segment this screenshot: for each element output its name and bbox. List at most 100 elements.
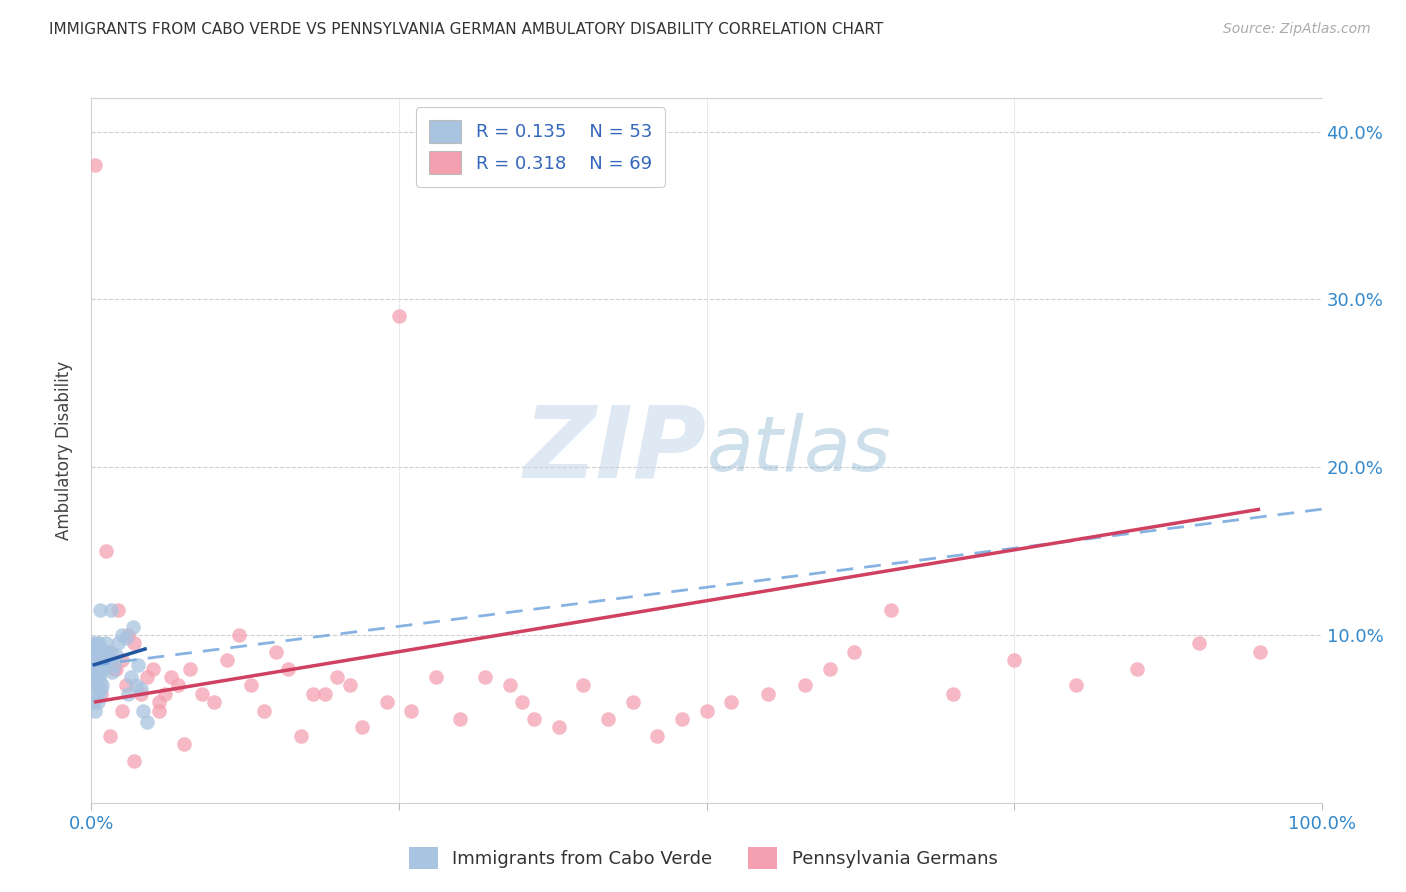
Point	[105, 648, 127, 662]
Point	[645, 729, 669, 743]
Point	[215, 653, 238, 667]
Point	[87, 636, 110, 650]
Point	[84, 704, 107, 718]
Point	[114, 678, 138, 692]
Point	[1126, 662, 1149, 676]
Legend: R = 0.135    N = 53, R = 0.318    N = 69: R = 0.135 N = 53, R = 0.318 N = 69	[416, 107, 665, 187]
Point	[135, 715, 157, 730]
Point	[142, 662, 165, 676]
Point	[596, 712, 619, 726]
Point	[83, 695, 105, 709]
Point	[91, 678, 114, 692]
Point	[93, 648, 115, 662]
Text: atlas: atlas	[706, 414, 891, 487]
Point	[314, 687, 336, 701]
Point	[103, 662, 125, 676]
Point	[425, 670, 447, 684]
Point	[124, 754, 146, 768]
Point	[83, 636, 105, 650]
Point	[86, 648, 108, 662]
Point	[96, 648, 118, 662]
Point	[498, 678, 520, 692]
Point	[90, 681, 112, 696]
Point	[83, 648, 105, 662]
Point	[83, 670, 105, 684]
Point	[90, 648, 112, 662]
Point	[352, 720, 374, 734]
Point	[290, 729, 312, 743]
Point	[124, 678, 146, 692]
Point	[695, 704, 717, 718]
Point	[91, 653, 114, 667]
Point	[122, 620, 145, 634]
Point	[86, 695, 108, 709]
Point	[83, 675, 105, 690]
Point	[93, 662, 115, 676]
Point	[86, 641, 108, 656]
Point	[449, 712, 471, 726]
Point	[97, 653, 120, 667]
Point	[90, 687, 112, 701]
Point	[117, 628, 139, 642]
Point	[86, 636, 108, 650]
Point	[82, 653, 104, 667]
Point	[107, 603, 129, 617]
Point	[84, 158, 107, 172]
Point	[1064, 678, 1087, 692]
Point	[132, 704, 155, 718]
Point	[129, 687, 152, 701]
Point	[86, 670, 108, 684]
Point	[129, 681, 152, 696]
Point	[148, 695, 170, 709]
Point	[87, 648, 110, 662]
Point	[474, 670, 496, 684]
Point	[114, 632, 138, 646]
Point	[375, 695, 398, 709]
Point	[96, 636, 117, 650]
Point	[89, 603, 111, 617]
Point	[1249, 645, 1271, 659]
Point	[621, 695, 644, 709]
Text: Source: ZipAtlas.com: Source: ZipAtlas.com	[1223, 22, 1371, 37]
Point	[124, 636, 146, 650]
Point	[191, 687, 214, 701]
Point	[117, 687, 139, 701]
Point	[105, 662, 127, 676]
Point	[842, 645, 865, 659]
Point	[82, 665, 104, 679]
Point	[179, 662, 201, 676]
Point	[93, 653, 115, 667]
Point	[111, 704, 134, 718]
Point	[153, 687, 177, 701]
Point	[326, 670, 349, 684]
Point	[84, 645, 107, 659]
Point	[101, 665, 124, 679]
Point	[84, 678, 107, 692]
Point	[399, 704, 422, 718]
Point	[228, 628, 250, 642]
Text: ZIP: ZIP	[523, 402, 706, 499]
Point	[135, 670, 157, 684]
Legend: Immigrants from Cabo Verde, Pennsylvania Germans: Immigrants from Cabo Verde, Pennsylvania…	[401, 839, 1005, 876]
Point	[86, 678, 108, 692]
Point	[547, 720, 569, 734]
Point	[671, 712, 693, 726]
Point	[277, 662, 299, 676]
Point	[720, 695, 742, 709]
Point	[87, 670, 110, 684]
Point	[756, 687, 779, 701]
Point	[82, 641, 104, 656]
Point	[120, 670, 142, 684]
Text: IMMIGRANTS FROM CABO VERDE VS PENNSYLVANIA GERMAN AMBULATORY DISABILITY CORRELAT: IMMIGRANTS FROM CABO VERDE VS PENNSYLVAN…	[49, 22, 883, 37]
Point	[107, 636, 129, 650]
Point	[89, 675, 111, 690]
Point	[98, 645, 121, 659]
Point	[96, 544, 117, 558]
Point	[160, 670, 183, 684]
Point	[339, 678, 361, 692]
Point	[240, 678, 263, 692]
Point	[98, 729, 121, 743]
Point	[510, 695, 533, 709]
Point	[100, 603, 122, 617]
Point	[253, 704, 276, 718]
